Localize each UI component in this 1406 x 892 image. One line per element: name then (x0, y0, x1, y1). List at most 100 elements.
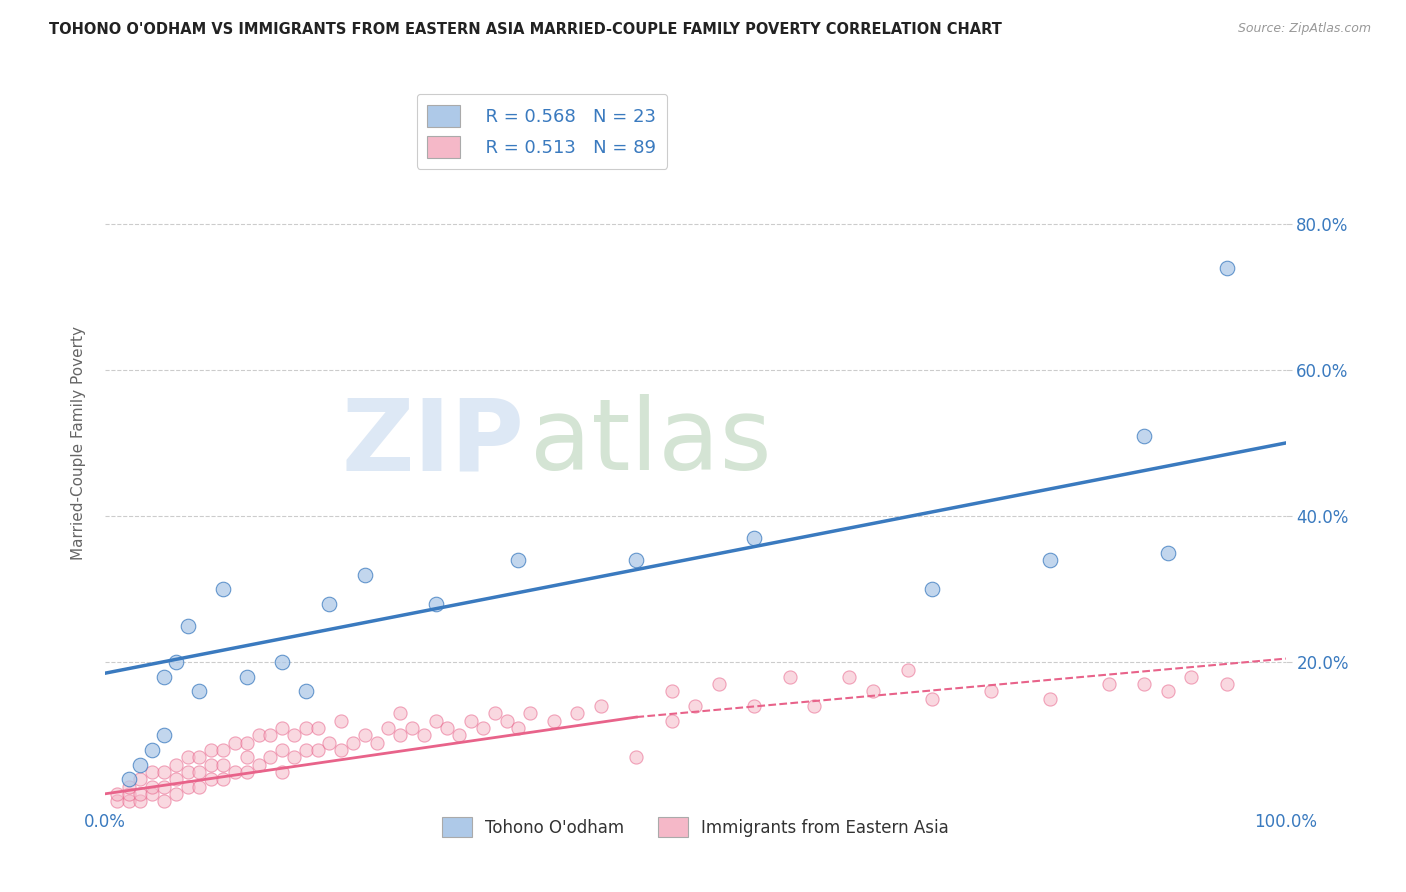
Text: Source: ZipAtlas.com: Source: ZipAtlas.com (1237, 22, 1371, 36)
Text: atlas: atlas (530, 394, 772, 491)
Point (235, 736, 257, 750)
Point (294, 743, 316, 757)
Point (484, 706, 506, 721)
Point (176, 618, 198, 632)
Point (271, 721, 294, 735)
Point (401, 721, 423, 735)
Point (200, 743, 222, 757)
Point (449, 728, 471, 742)
Point (519, 706, 541, 721)
Point (318, 597, 340, 611)
Point (471, 721, 494, 735)
Point (212, 582, 235, 596)
Point (1133, 428, 1156, 442)
Y-axis label: Married-Couple Family Poverty: Married-Couple Family Poverty (72, 326, 86, 560)
Point (707, 677, 730, 691)
Point (425, 714, 447, 728)
Point (200, 757, 222, 772)
Point (188, 764, 211, 779)
Point (247, 757, 270, 772)
Point (1180, 670, 1202, 684)
Point (271, 743, 294, 757)
Point (980, 684, 1002, 698)
Point (129, 757, 152, 772)
Point (921, 582, 943, 596)
Point (129, 787, 152, 801)
Point (661, 714, 683, 728)
Point (129, 772, 152, 787)
Point (153, 728, 176, 742)
Point (153, 670, 176, 684)
Point (436, 721, 458, 735)
Point (153, 764, 176, 779)
Point (212, 757, 235, 772)
Text: ZIP: ZIP (342, 394, 524, 491)
Point (165, 772, 187, 787)
Point (141, 787, 163, 801)
Point (567, 706, 589, 721)
Point (744, 531, 766, 545)
Point (283, 728, 305, 742)
Point (342, 736, 364, 750)
Point (271, 764, 294, 779)
Point (838, 670, 860, 684)
Point (1133, 677, 1156, 691)
Point (1157, 684, 1180, 698)
Point (141, 764, 163, 779)
Point (425, 597, 447, 611)
Point (330, 714, 353, 728)
Point (1098, 677, 1121, 691)
Point (1216, 260, 1239, 275)
Point (141, 743, 163, 757)
Point (117, 772, 139, 787)
Point (307, 721, 329, 735)
Point (589, 699, 612, 714)
Point (1157, 545, 1180, 559)
Point (495, 714, 517, 728)
Point (153, 794, 176, 808)
Point (117, 787, 139, 801)
Point (1216, 677, 1239, 691)
Point (224, 764, 246, 779)
Point (307, 743, 329, 757)
Point (153, 780, 176, 794)
Point (921, 691, 943, 706)
Text: TOHONO O'ODHAM VS IMMIGRANTS FROM EASTERN ASIA MARRIED-COUPLE FAMILY POVERTY COR: TOHONO O'ODHAM VS IMMIGRANTS FROM EASTER… (49, 22, 1002, 37)
Point (353, 728, 375, 742)
Point (129, 794, 152, 808)
Point (744, 699, 766, 714)
Point (224, 736, 246, 750)
Point (212, 743, 235, 757)
Point (543, 714, 565, 728)
Point (105, 794, 128, 808)
Point (508, 721, 530, 735)
Point (259, 728, 281, 742)
Point (779, 670, 801, 684)
Point (626, 553, 648, 567)
Point (259, 750, 281, 764)
Point (188, 750, 211, 764)
Point (283, 750, 305, 764)
Point (389, 728, 412, 742)
Point (366, 736, 388, 750)
Point (685, 699, 707, 714)
Point (141, 780, 163, 794)
Point (389, 706, 412, 721)
Point (176, 750, 198, 764)
Point (460, 714, 482, 728)
Point (862, 684, 884, 698)
Point (117, 794, 139, 808)
Point (188, 780, 211, 794)
Point (176, 764, 198, 779)
Point (200, 772, 222, 787)
Point (294, 684, 316, 698)
Point (235, 764, 257, 779)
Point (188, 684, 211, 698)
Point (165, 757, 187, 772)
Point (626, 750, 648, 764)
Point (165, 787, 187, 801)
Point (105, 787, 128, 801)
Point (117, 780, 139, 794)
Point (235, 750, 257, 764)
Point (330, 743, 353, 757)
